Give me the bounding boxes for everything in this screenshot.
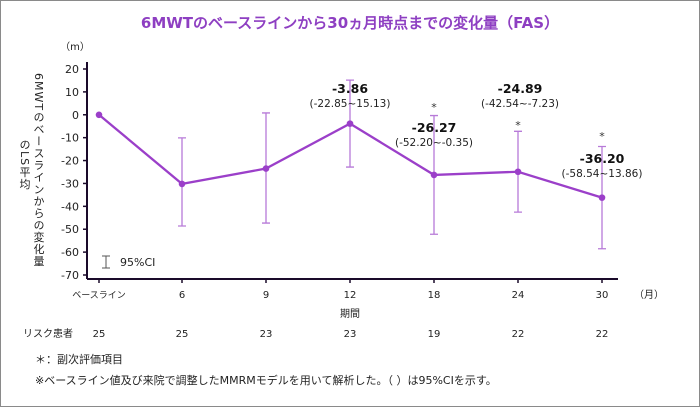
footnote-method: ※ベースライン値及び来院で調整したMMRMモデルを用いて解析した。（ ）は95%… xyxy=(35,374,497,387)
data-point xyxy=(95,111,103,119)
at-risk-count: 23 xyxy=(344,329,357,340)
y-axis-title-line2: のLS平均 xyxy=(18,139,31,191)
data-label-value: -36.20 xyxy=(580,151,625,166)
at-risk-label: リスク患者 xyxy=(23,328,73,340)
x-tick-label: 18 xyxy=(428,290,441,301)
y-tick-label: -60 xyxy=(61,246,79,259)
y-axis-title-line1: 6MWTのベースラインからの変化量 xyxy=(32,73,45,268)
at-risk-count: 25 xyxy=(176,329,189,340)
legend-label: 95%CI xyxy=(120,256,155,269)
data-label-ci: (-22.85~15.13) xyxy=(310,98,391,110)
y-tick-label: -40 xyxy=(61,200,79,213)
data-label-ci: (-58.54~13.86) xyxy=(562,168,643,180)
at-risk-count: 25 xyxy=(93,329,106,340)
y-tick-label: -70 xyxy=(61,269,79,282)
x-tick-label: 9 xyxy=(263,290,269,301)
data-label-ci: (-52.20~-0.35) xyxy=(395,137,473,149)
at-risk-count: 23 xyxy=(260,329,273,340)
data-point xyxy=(346,120,354,127)
x-tick-label: 30 xyxy=(596,290,609,301)
chart-title: 6MWTのベースラインから30ヵ月時点までの変化量（FAS） xyxy=(141,14,559,32)
x-tick-label: 12 xyxy=(344,290,357,301)
data-label-value: -24.89 xyxy=(498,81,543,96)
at-risk-count: 22 xyxy=(512,329,525,340)
data-point xyxy=(430,171,438,179)
y-tick-label: 10 xyxy=(65,86,79,99)
data-label-ci: (-42.54~-7.23) xyxy=(481,98,559,110)
x-axis-title: 期間 xyxy=(340,308,360,320)
footnote-secondary: ＊：副次評価項目 xyxy=(35,353,123,366)
significance-asterisk: * xyxy=(515,119,521,132)
y-unit-label: （m） xyxy=(60,41,90,53)
at-risk-count: 19 xyxy=(428,329,441,340)
significance-asterisk: * xyxy=(599,130,605,143)
y-tick-label: -30 xyxy=(61,177,79,190)
legend-ci-icon xyxy=(102,255,110,269)
data-point xyxy=(262,165,270,172)
y-tick-label: -10 xyxy=(61,132,79,145)
x-unit-label: （月） xyxy=(634,289,664,301)
x-tick-label: 6 xyxy=(179,290,185,301)
data-point xyxy=(514,168,522,176)
significance-asterisk: * xyxy=(431,101,437,114)
y-tick-label: -50 xyxy=(61,223,79,236)
data-point xyxy=(178,180,186,188)
at-risk-count: 22 xyxy=(596,329,609,340)
x-tick-label: ベースライン xyxy=(72,290,126,301)
y-tick-label: -20 xyxy=(61,155,79,168)
data-point xyxy=(598,194,606,201)
x-tick-label: 24 xyxy=(512,290,525,301)
y-tick-label: 20 xyxy=(65,63,79,76)
data-label-value: -26.27 xyxy=(412,120,457,135)
y-tick-label: 0 xyxy=(72,109,79,122)
data-label-value: -3.86 xyxy=(332,81,368,96)
